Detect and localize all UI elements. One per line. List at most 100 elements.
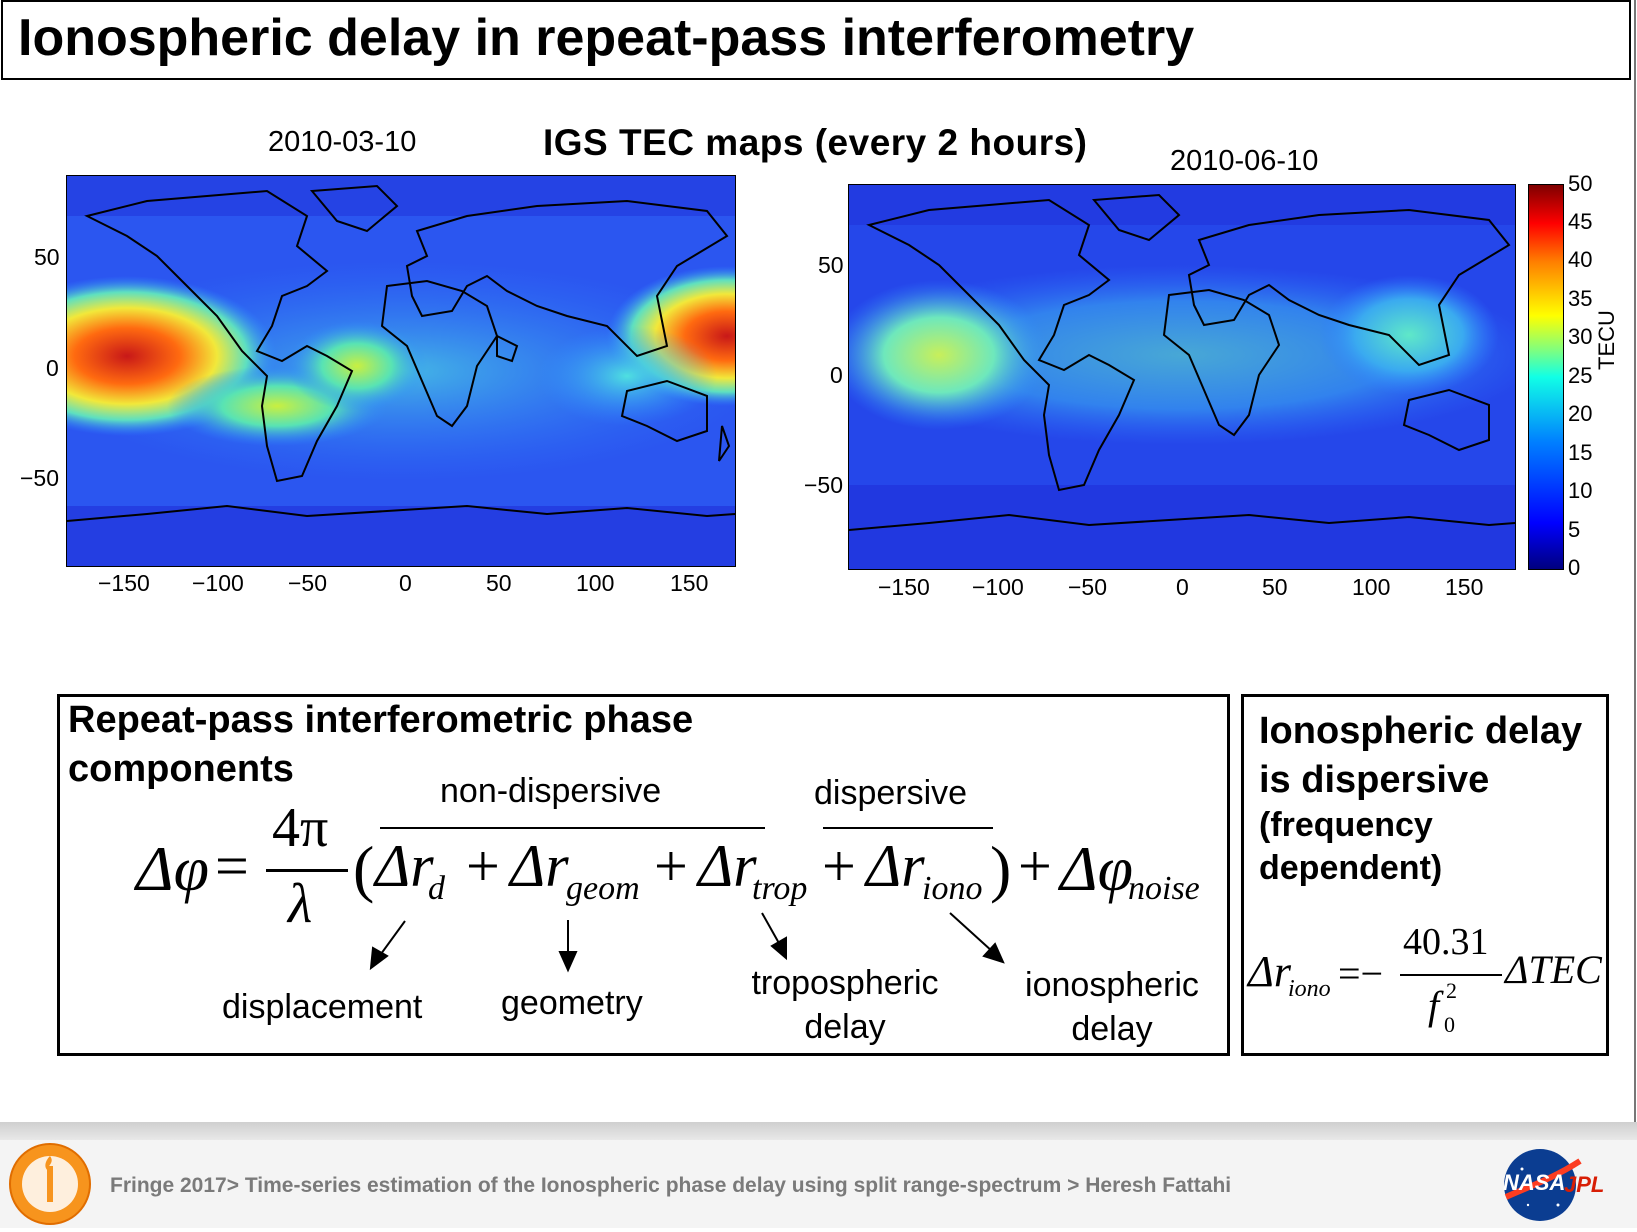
tec-map-left xyxy=(66,175,736,567)
eq-sub-d: d xyxy=(428,870,445,907)
eq-close-paren: ) xyxy=(990,833,1012,904)
left-y-tick: 50 xyxy=(34,244,60,270)
iono-eq-sup: 2 xyxy=(1446,978,1457,1003)
colorbar-tick: 40 xyxy=(1568,247,1593,272)
phase-heading-line1: Repeat-pass interferometric phase xyxy=(68,699,694,741)
ionospheric-dispersive-box xyxy=(1241,694,1609,1056)
arrow-tropospheric xyxy=(761,912,781,946)
right-x-tick: 100 xyxy=(1352,574,1391,600)
label-tropospheric-delay: delay xyxy=(804,1008,886,1046)
arrowhead-icon xyxy=(770,936,787,961)
eq-sub-noise: noise xyxy=(1128,870,1200,907)
iono-eq-f: f xyxy=(1428,983,1440,1028)
slide-edge-line xyxy=(1634,0,1636,1140)
arrowhead-icon xyxy=(558,951,578,973)
eq-equals: = xyxy=(215,833,249,899)
eq-sub-geom: geom xyxy=(566,870,640,907)
label-ionospheric-delay: delay xyxy=(1071,1010,1153,1048)
colorbar-tick: 15 xyxy=(1568,440,1593,465)
colorbar-tick: 35 xyxy=(1568,286,1593,311)
eq-plus: + xyxy=(466,833,500,899)
arrowhead-icon xyxy=(369,946,389,971)
right-x-tick: −50 xyxy=(1068,574,1108,600)
left-x-tick: 100 xyxy=(576,570,615,596)
iono-eq-dtec: ΔTEC xyxy=(1505,947,1602,992)
colorbar-tick: 5 xyxy=(1568,517,1581,542)
colorbar-tick: 30 xyxy=(1568,324,1593,349)
left-x-tick: 150 xyxy=(670,570,709,596)
iono-eq-equals-minus: =− xyxy=(1338,951,1384,996)
left-y-tick: 0 xyxy=(46,355,59,381)
title-box xyxy=(1,0,1631,80)
eq-plus: + xyxy=(822,833,856,899)
phase-heading-line2: components xyxy=(68,748,294,790)
eq-dr-d: Δr xyxy=(375,833,434,899)
right-x-tick: −150 xyxy=(878,574,930,600)
iono-heading-line1: Ionospheric delay xyxy=(1259,710,1583,752)
colorbar-tick: 50 xyxy=(1568,171,1593,196)
label-displacement: displacement xyxy=(222,988,423,1026)
tec-colorbar xyxy=(1528,184,1564,570)
eq-fraction-bar xyxy=(266,869,348,872)
phase-components-box xyxy=(57,694,1230,1056)
left-x-tick: 0 xyxy=(399,570,412,596)
footer-text: Fringe 2017> Time-series estimation of t… xyxy=(110,1174,1232,1197)
non-dispersive-bracket xyxy=(380,827,765,829)
non-dispersive-label: non-dispersive xyxy=(440,772,662,810)
iono-heading-line3: (frequency xyxy=(1259,806,1433,844)
eq-sub-iono: iono xyxy=(922,870,983,907)
left-y-tick: −50 xyxy=(20,465,60,491)
slide-title: Ionospheric delay in repeat-pass interfe… xyxy=(18,9,1195,67)
left-x-tick: −150 xyxy=(98,570,150,596)
right-map-date: 2010-06-10 xyxy=(1170,145,1319,177)
footer xyxy=(0,1140,1637,1228)
iono-heading-line4: dependent) xyxy=(1259,849,1443,887)
iono-eq-dr: Δr xyxy=(1248,947,1291,996)
left-x-tick: 50 xyxy=(486,570,512,596)
arrowhead-icon xyxy=(982,942,1005,964)
eq-lambda: λ xyxy=(288,873,313,935)
arrow-displacement xyxy=(377,920,406,959)
right-x-tick: 150 xyxy=(1445,574,1484,600)
colorbar-tick: 20 xyxy=(1568,401,1593,426)
label-tropospheric: tropospheric xyxy=(751,964,939,1002)
left-x-tick: −50 xyxy=(288,570,328,596)
iono-eq-numerator: 40.31 xyxy=(1403,921,1489,963)
colorbar-tick: 45 xyxy=(1568,209,1593,234)
dispersive-bracket xyxy=(823,827,993,829)
nasa-logo-icon xyxy=(1498,1143,1582,1227)
colorbar-tick: 0 xyxy=(1568,555,1581,580)
iono-eq-sub0: 0 xyxy=(1444,1012,1455,1037)
label-ionospheric: ionospheric xyxy=(1025,966,1199,1004)
left-map-date: 2010-03-10 xyxy=(268,126,417,158)
iono-heading-line2: is dispersive xyxy=(1259,759,1490,801)
right-x-tick: 0 xyxy=(1176,574,1189,600)
colorbar-tick: 10 xyxy=(1568,478,1593,503)
tec-map-right xyxy=(848,184,1516,570)
eq-plus: + xyxy=(1018,833,1052,899)
arrow-ionospheric xyxy=(949,912,994,953)
eq-delta-phi-noise: Δφ xyxy=(1060,833,1133,904)
jpl-logo: JPL xyxy=(1564,1172,1605,1197)
eq-delta-phi: Δφ xyxy=(136,833,209,904)
iono-eq-fraction-bar xyxy=(1400,974,1502,976)
right-x-tick: 50 xyxy=(1262,574,1288,600)
colorbar-tick: 25 xyxy=(1568,363,1593,388)
right-y-tick: 50 xyxy=(818,252,844,278)
eq-plus: + xyxy=(654,833,688,899)
nasa-wordmark: NASA xyxy=(1503,1170,1566,1195)
left-x-tick: −100 xyxy=(192,570,244,596)
eq-dr-iono: Δr xyxy=(866,833,925,899)
label-geometry: geometry xyxy=(501,984,643,1022)
caltech-seal-icon xyxy=(8,1142,92,1226)
right-x-tick: −100 xyxy=(972,574,1024,600)
eq-4pi: 4π xyxy=(272,797,329,859)
right-y-tick: −50 xyxy=(804,472,844,498)
dispersive-label: dispersive xyxy=(814,774,968,812)
maps-heading: IGS TEC maps (every 2 hours) xyxy=(543,122,1088,163)
eq-open-paren: ( xyxy=(353,833,375,904)
right-y-tick: 0 xyxy=(830,362,843,388)
iono-eq-sub: iono xyxy=(1288,976,1331,1002)
eq-dr-trop: Δr xyxy=(698,833,757,899)
